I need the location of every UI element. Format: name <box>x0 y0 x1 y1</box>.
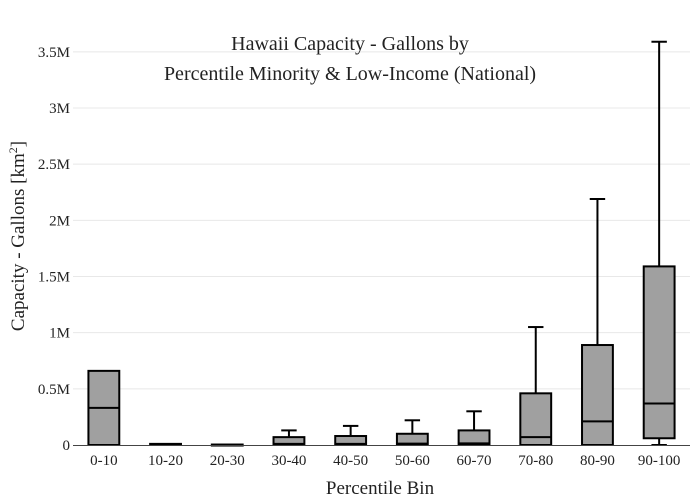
box-body-90-100 <box>642 265 676 440</box>
x-tick-label-80-90: 80-90 <box>580 453 615 469</box>
box-70-80 <box>519 326 553 446</box>
x-tick-label-40-50: 40-50 <box>333 453 368 469</box>
y-tick-label-1: 0.5M <box>38 382 70 398</box>
y-tick-label-3: 1.5M <box>38 270 70 286</box>
chart-title-line-1: Hawaii Capacity - Gallons by <box>231 33 469 55</box>
box-90-100 <box>642 40 676 446</box>
grid-lines <box>73 51 690 390</box>
y-tick-label-4: 2M <box>49 213 70 229</box>
box-body-80-90 <box>581 344 614 447</box>
x-tick-label-0-10: 0-10 <box>90 453 118 469</box>
box-60-70 <box>457 410 491 446</box>
y-axis-title-end: ] <box>8 141 29 147</box>
x-tick-label-30-40: 30-40 <box>271 453 306 469</box>
y-tick-label-5: 2.5M <box>38 157 70 173</box>
y-axis-title-superscript: 2 <box>6 147 20 153</box>
y-tick-label-2: 1M <box>49 326 70 342</box>
x-axis-title: Percentile Bin <box>326 478 435 499</box>
y-tick-label-0: 0 <box>63 438 71 454</box>
box-50-60 <box>395 419 429 446</box>
y-tick-label-7: 3.5M <box>38 45 70 61</box>
box-80-90 <box>581 198 614 447</box>
x-tick-label-70-80: 70-80 <box>518 453 553 469</box>
x-tick-label-10-20: 10-20 <box>148 453 183 469</box>
chart-title-line-2: Percentile Minority & Low-Income (Nation… <box>164 63 536 85</box>
y-tick-label-6: 3M <box>49 101 70 117</box>
y-axis-title-main: Capacity - Gallons [km <box>8 153 29 331</box>
box-30-40 <box>272 429 306 447</box>
x-tick-label-20-30: 20-30 <box>210 453 245 469</box>
x-tick-label-60-70: 60-70 <box>457 453 492 469</box>
x-tick-label-50-60: 50-60 <box>395 453 430 469</box>
y-axis-title: Capacity - Gallons [km2] <box>6 141 29 331</box>
box-series <box>87 40 676 447</box>
box-0-10 <box>87 369 121 446</box>
x-tick-labels: 0-10 10-20 20-30 30-40 40-50 50-60 60-70 70-80 8… <box>90 453 680 469</box>
box-10-20 <box>149 442 182 446</box>
y-tick-labels: 0 0.5M 1M 1.5M 2M 2.5M 3M 3.5M <box>38 45 70 454</box>
box-40-50 <box>334 424 368 447</box>
x-tick-label-90-100: 90-100 <box>638 453 681 469</box>
